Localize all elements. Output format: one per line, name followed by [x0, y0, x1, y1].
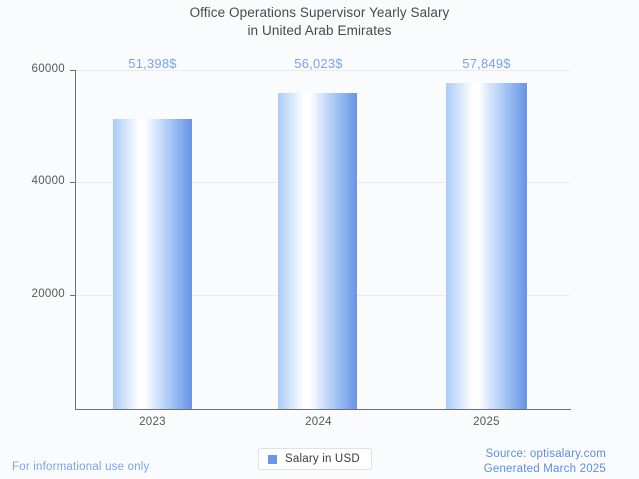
- chart-title-line-2: in United Arab Emirates: [247, 23, 392, 38]
- generated-date-text: Generated March 2025: [483, 463, 606, 475]
- source-block: Source: optisalary.com Generated March 2…: [484, 447, 606, 477]
- xtick-label-2024: 2024: [305, 416, 332, 428]
- bar-2025[interactable]: [446, 83, 527, 409]
- x-axis-line: [75, 409, 571, 410]
- disclaimer-text: For informational use only: [12, 461, 150, 473]
- ytick-label-40000: 40000: [31, 175, 65, 187]
- legend-swatch-icon: [268, 454, 277, 464]
- xtick-label-2025: 2025: [473, 416, 500, 428]
- source-text: Source: optisalary.com: [485, 448, 606, 460]
- ytick-label-20000: 20000: [31, 288, 65, 300]
- bar-value-2025: 57,849$: [462, 56, 511, 71]
- legend-item-label: Salary in USD: [285, 453, 360, 465]
- gridline-60000: [75, 70, 570, 71]
- plot-area: [75, 70, 570, 409]
- ytick-label-60000: 60000: [31, 63, 65, 75]
- xtick-label-2023: 2023: [139, 416, 166, 428]
- bar-2024[interactable]: [278, 93, 357, 409]
- legend[interactable]: Salary in USD: [258, 448, 372, 470]
- ytick-mark-60000: [70, 70, 75, 71]
- ytick-mark-20000: [70, 295, 75, 296]
- chart-title-line-1: Office Operations Supervisor Yearly Sala…: [189, 5, 450, 20]
- bar-value-2023: 51,398$: [128, 56, 177, 71]
- y-axis-line: [75, 70, 76, 410]
- bar-2023[interactable]: [113, 119, 192, 409]
- ytick-mark-40000: [70, 182, 75, 183]
- chart-title: Office Operations Supervisor Yearly Sala…: [0, 4, 639, 40]
- bar-value-2024: 56,023$: [294, 56, 343, 71]
